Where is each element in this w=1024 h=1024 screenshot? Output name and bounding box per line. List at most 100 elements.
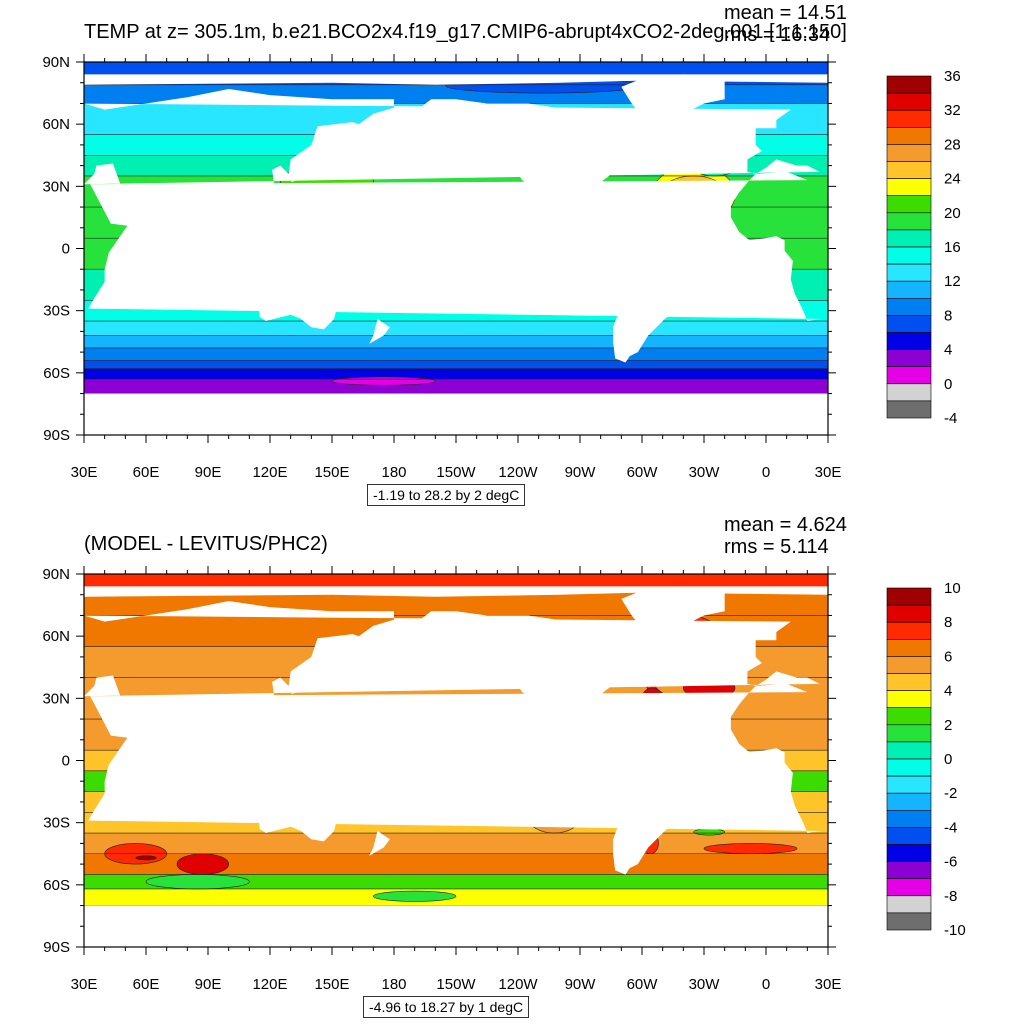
colorbar-swatch: [886, 775, 932, 794]
field-patch: [145, 874, 250, 890]
field-patch: [176, 853, 229, 875]
colorbar-swatch: [886, 144, 932, 162]
lon-tick-label: 120W: [498, 976, 538, 993]
lat-tick-label: 90S: [43, 427, 70, 444]
land-mask: [84, 74, 828, 85]
land-mask: [369, 830, 390, 856]
colorbar-swatch: [886, 587, 932, 606]
colorbar-swatch: [886, 621, 932, 640]
colorbar-swatch: [886, 212, 932, 231]
colorbar-swatch: [886, 229, 932, 248]
colorbar-label: 32: [944, 102, 961, 119]
lon-tick-label: 180: [381, 976, 406, 993]
colorbar-label: 28: [944, 136, 961, 153]
colorbar-swatch: [886, 383, 932, 402]
colorbar-label: 20: [944, 205, 961, 222]
lat-tick-label: 60N: [42, 628, 70, 645]
colorbar-swatch: [886, 400, 932, 419]
field-band: [84, 335, 828, 348]
colorbar-swatch: [886, 741, 932, 760]
lon-tick-label: 150W: [436, 464, 476, 481]
colorbar-swatch: [886, 895, 932, 914]
land-mask: [602, 225, 707, 363]
lon-tick-label: 30E: [815, 464, 842, 481]
colorbar-swatch: [886, 673, 932, 691]
colorbar-label: -4: [944, 410, 957, 427]
lon-tick-label: 150E: [314, 464, 349, 481]
land-mask: [621, 586, 725, 637]
land-mask: [414, 99, 651, 232]
ocean-field: [84, 574, 828, 947]
land-mask: [84, 393, 828, 435]
land-mask: [84, 586, 828, 597]
colorbar-swatch: [886, 92, 932, 111]
field-patch: [373, 890, 457, 902]
land-mask: [84, 905, 828, 947]
land-mask: [257, 783, 339, 842]
difference-map: 90N 60N 30N 0 30S 60S 90S 30E 60E 90E 120E 150E 180 1…: [42, 566, 966, 993]
field-patch: [331, 376, 436, 386]
lat-tick-label: 30S: [43, 815, 70, 832]
colorbar-label: -2: [944, 785, 957, 802]
lat-tick-label: 60N: [42, 116, 70, 133]
colorbar-swatch: [886, 861, 932, 880]
lon-tick-label: 120W: [498, 464, 538, 481]
panel-title: (MODEL - LEVITUS/PHC2): [84, 533, 328, 555]
colorbar-label: -10: [944, 922, 966, 939]
colorbar-swatch: [886, 809, 932, 828]
colorbar-swatch: [886, 878, 932, 897]
colorbar-label: 8: [944, 614, 952, 631]
temperature-panel: TEMP at z= 305.1m, b.e21.BCO2x4.f19_g17.…: [42, 2, 961, 506]
land-mask: [290, 669, 316, 695]
colorbar-label: 10: [944, 580, 961, 597]
lon-tick-label: 120E: [252, 976, 287, 993]
colorbar-label: 24: [944, 171, 961, 188]
colorbar-swatch: [886, 827, 932, 845]
lon-tick-label: 90E: [195, 976, 222, 993]
colorbar-label: 0: [944, 376, 952, 393]
lon-tick-label: 60W: [627, 976, 659, 993]
lat-tick-label: 0: [62, 241, 70, 258]
colorbar-label: 0: [944, 751, 952, 768]
colorbar-swatch: [886, 263, 932, 282]
land-mask: [112, 785, 126, 813]
field-band: [84, 379, 828, 394]
land-mask: [602, 737, 707, 875]
field-band: [84, 360, 828, 369]
difference-panel: (MODEL - LEVITUS/PHC2) mean = 4.624 rms …: [0, 512, 1024, 1024]
colorbar-label: 12: [944, 273, 961, 290]
colorbar: 36 32 28 24 20 16 12 8 4 0 -4: [886, 68, 961, 427]
ocean-field: [84, 62, 828, 435]
lat-tick-label: 0: [62, 753, 70, 770]
field-band: [84, 347, 828, 361]
colorbar-label: -8: [944, 888, 957, 905]
colorbar-swatch: [886, 724, 932, 743]
colorbar-swatch: [886, 604, 932, 623]
lon-tick-label: 60E: [133, 976, 160, 993]
land-mask: [247, 233, 268, 257]
lon-tick-label: 90W: [565, 464, 597, 481]
field-band: [84, 888, 828, 906]
colorbar-label: -4: [944, 819, 957, 836]
colorbar-swatch: [886, 195, 932, 214]
colorbar-swatch: [886, 912, 932, 931]
lon-tick-label: 60W: [627, 464, 659, 481]
colorbar-label: 4: [944, 683, 952, 700]
colorbar-label: 8: [944, 307, 952, 324]
colorbar: 10 8 6 4 2 0 -2 -4 -6 -8 -10: [886, 580, 966, 939]
lon-tick-label: 60E: [133, 464, 160, 481]
colorbar-swatch: [886, 639, 932, 657]
field-patch: [693, 828, 725, 836]
field-band: [84, 853, 828, 875]
lat-tick-label: 60S: [43, 365, 70, 382]
field-patch: [135, 855, 157, 861]
land-mask: [257, 271, 339, 330]
lat-tick-label: 90S: [43, 939, 70, 956]
lat-tick-label: 90N: [42, 54, 70, 71]
land-mask: [112, 273, 126, 301]
land-mask: [621, 74, 725, 125]
rms-stat: rms = 16.34: [724, 24, 831, 46]
colorbar-label: 2: [944, 717, 952, 734]
colorbar-swatch: [886, 315, 932, 333]
lon-tick-label: 180: [381, 464, 406, 481]
